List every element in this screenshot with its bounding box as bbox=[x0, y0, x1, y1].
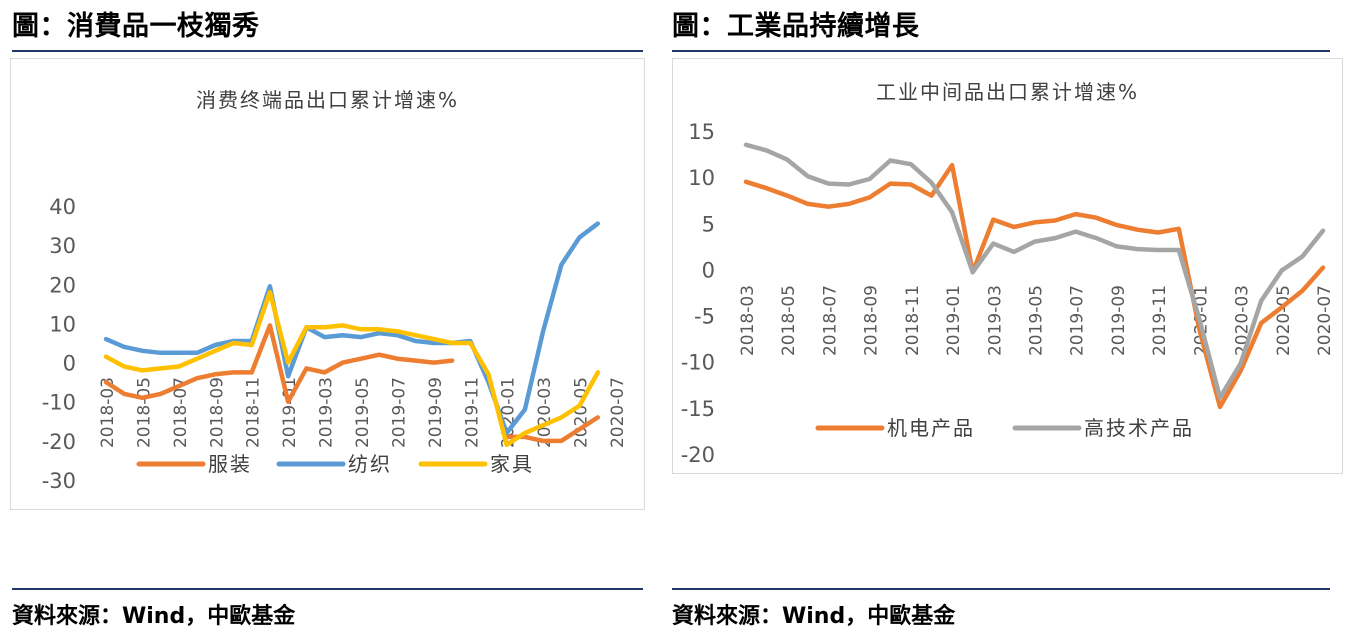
y-tick-label: 10 bbox=[688, 166, 715, 190]
y-tick-label: 20 bbox=[49, 273, 76, 297]
x-tick-label: 2018-11 bbox=[244, 377, 264, 448]
x-tick-label: 2019-11 bbox=[462, 377, 482, 448]
x-tick-label: 2019-09 bbox=[426, 377, 446, 448]
x-tick-label: 2020-07 bbox=[1315, 285, 1335, 356]
y-tick-label: -30 bbox=[42, 469, 76, 493]
series-line-3 bbox=[103, 289, 601, 448]
x-tick-label: 2018-11 bbox=[903, 285, 923, 356]
right-panel-heading: 圖：工業品持續增長 bbox=[672, 11, 920, 42]
chart-title: 工业中间品出口累计增速% bbox=[876, 80, 1139, 104]
left-heading-rule bbox=[12, 50, 643, 52]
y-tick-label: -15 bbox=[681, 397, 715, 421]
x-tick-label: 2020-05 bbox=[1274, 285, 1294, 356]
x-tick-label: 2018-07 bbox=[820, 285, 840, 356]
legend-label-2: 高技术产品 bbox=[1084, 416, 1194, 440]
y-tick-label: 30 bbox=[49, 234, 76, 258]
right-source-rule bbox=[672, 588, 1330, 590]
x-tick-label: 2018-05 bbox=[779, 285, 799, 356]
right-source-note: 資料來源：Wind，中歐基金 bbox=[672, 604, 956, 629]
x-tick-label: 2019-05 bbox=[353, 377, 373, 448]
x-tick-label: 2019-01 bbox=[944, 285, 964, 356]
x-tick-label: 2019-05 bbox=[1027, 285, 1047, 356]
x-tick-label: 2019-07 bbox=[389, 377, 409, 448]
x-tick-label: 2019-03 bbox=[317, 377, 337, 448]
legend-label-3: 家具 bbox=[490, 452, 534, 476]
series-line-2 bbox=[743, 142, 1326, 400]
y-tick-label: -5 bbox=[694, 305, 715, 329]
chart-title: 消费终端品出口累计增速% bbox=[196, 88, 459, 112]
y-tick-label: -10 bbox=[681, 351, 715, 375]
consumer-export-line-chart: 消费终端品出口累计增速% 40 30 20 10 0 -10 -20 -30 2018-03 201… bbox=[42, 88, 628, 493]
left-panel-heading: 圖：消費品一枝獨秀 bbox=[12, 11, 260, 42]
right-chart-frame: 工业中间品出口累计增速% 15 10 5 0 -5 -10 -15 -20 2018-03 2018… bbox=[672, 58, 1343, 474]
y-tick-label: 0 bbox=[702, 258, 715, 282]
x-tick-label: 2018-09 bbox=[207, 377, 227, 448]
x-tick-label: 2018-03 bbox=[98, 377, 118, 448]
y-tick-label: -10 bbox=[42, 391, 76, 415]
y-tick-label: 0 bbox=[63, 352, 76, 376]
x-tick-label: 2019-09 bbox=[1109, 285, 1129, 356]
x-tick-label: 2019-03 bbox=[985, 285, 1005, 356]
x-tick-label: 2018-09 bbox=[862, 285, 882, 356]
x-tick-label: 2018-03 bbox=[738, 285, 758, 356]
legend-label-1: 机电产品 bbox=[887, 416, 975, 440]
y-tick-label: -20 bbox=[681, 443, 715, 467]
left-chart-frame: 消费终端品出口累计增速% 40 30 20 10 0 -10 -20 -30 2018-03 201… bbox=[10, 58, 645, 510]
left-source-note: 資料來源：Wind，中歐基金 bbox=[12, 604, 296, 629]
legend-label-2: 纺织 bbox=[348, 452, 392, 476]
y-tick-label: 15 bbox=[688, 120, 715, 144]
series-line-1 bbox=[743, 162, 1326, 410]
x-tick-label: 2019-07 bbox=[1068, 285, 1088, 356]
left-source-rule bbox=[12, 588, 643, 590]
legend-label-1: 服装 bbox=[208, 452, 252, 476]
x-tick-label: 2018-07 bbox=[171, 377, 191, 448]
x-tick-label: 2019-11 bbox=[1150, 285, 1170, 356]
series-line-2 bbox=[103, 221, 601, 436]
y-tick-label: 10 bbox=[49, 312, 76, 336]
y-tick-label: 5 bbox=[702, 212, 715, 236]
right-heading-rule bbox=[672, 50, 1330, 52]
x-tick-label: 2020-03 bbox=[535, 377, 555, 448]
industrial-export-line-chart: 工业中间品出口累计增速% 15 10 5 0 -5 -10 -15 -20 2018-03 2018… bbox=[681, 80, 1335, 467]
x-tick-label: 2020-07 bbox=[608, 377, 628, 448]
y-tick-label: 40 bbox=[49, 195, 76, 219]
x-tick-label: 2018-05 bbox=[134, 377, 154, 448]
y-tick-label: -20 bbox=[42, 430, 76, 454]
